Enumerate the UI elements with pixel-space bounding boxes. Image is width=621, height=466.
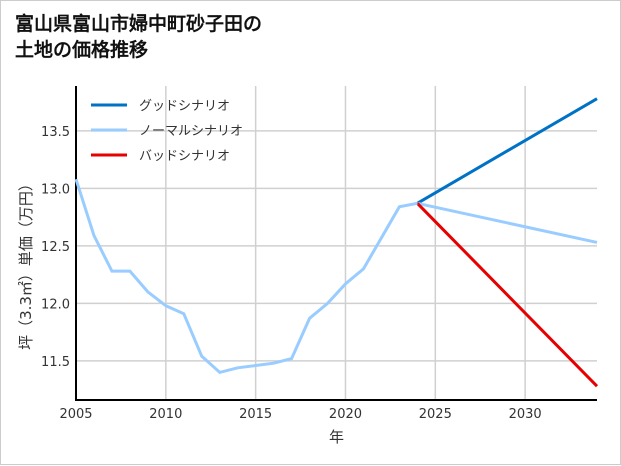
- x-tick-label: 2020: [329, 407, 362, 422]
- x-tick-label: 2005: [59, 407, 92, 422]
- series-line-0: [416, 97, 598, 205]
- history-line: [74, 178, 418, 375]
- y-tick-label: 11.5: [41, 355, 70, 370]
- y-tick-label: 12.0: [41, 297, 70, 312]
- y-tick-label: 13.0: [41, 182, 70, 197]
- legend-label: ノーマルシナリオ: [139, 124, 243, 139]
- legend-label: バッドシナリオ: [139, 149, 230, 164]
- chart-title: 富山県富山市婦中町砂子田の 土地の価格推移: [15, 13, 263, 61]
- y-tick-label: 12.5: [41, 240, 70, 255]
- legend-label: グッドシナリオ: [139, 99, 230, 114]
- series-line-1: [417, 201, 598, 244]
- series-line-2: [416, 202, 599, 388]
- y-axis-label: 坪（3.3㎡）単価（万円）: [17, 176, 35, 350]
- x-tick-label: 2030: [509, 407, 542, 422]
- x-tick-label: 2025: [419, 407, 452, 422]
- x-axis-label: 年: [329, 428, 344, 446]
- x-tick-label: 2010: [149, 407, 182, 422]
- x-tick-label: 2015: [239, 407, 272, 422]
- y-tick-label: 13.5: [41, 125, 70, 140]
